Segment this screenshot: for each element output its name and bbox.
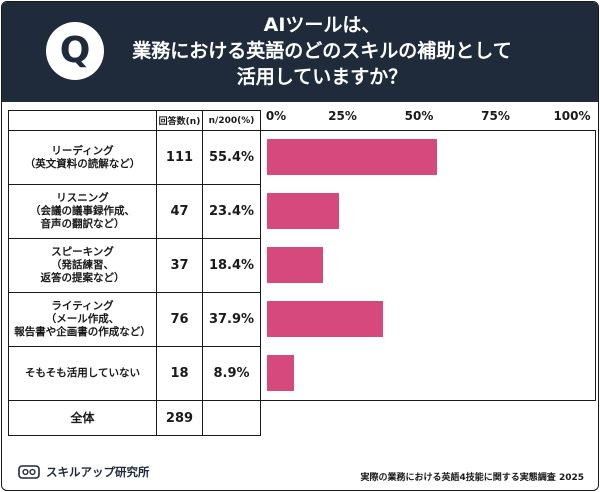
category-label-line: （会議の議事録作成、: [30, 205, 135, 217]
percent-value: 8.9%: [202, 346, 261, 401]
percent-value: 37.9%: [202, 292, 261, 347]
category-label-line: スピーキング: [51, 246, 114, 258]
count-value: 37: [156, 238, 203, 293]
total-label: 全体: [8, 400, 157, 436]
category-label: そもそも活用していない: [8, 346, 157, 401]
category-label: リスニング （会議の議事録作成、 音声の翻訳など）: [8, 184, 157, 239]
category-label: リーディング （英文資料の読解など）: [8, 130, 157, 185]
brand-logo: スキルアップ研究所: [18, 464, 150, 480]
count-value: 76: [156, 292, 203, 347]
category-label-line: リスニング: [56, 192, 109, 204]
bar: [267, 247, 324, 283]
x-tick-label: 75%: [481, 109, 510, 123]
question-header: Q AIツールは、 業務における英語のどのスキルの補助として 活用していますか？: [2, 2, 598, 102]
bar: [267, 139, 437, 175]
q-badge: Q: [46, 22, 104, 80]
count-value: 111: [156, 130, 203, 185]
category-label-line: 返答の提案など）: [40, 272, 125, 284]
question-line: 業務における英語のどのスキルの補助として: [132, 40, 512, 62]
percent-value: 55.4%: [202, 130, 261, 185]
category-label-line: （発話練習、: [51, 259, 114, 271]
bar: [267, 355, 295, 391]
q-letter: Q: [59, 30, 91, 71]
category-label: ライティング （メール作成、 報告書や企画書の作成など）: [8, 292, 157, 347]
category-label-line: そもそも活用していない: [25, 367, 140, 379]
x-tick-label: 25%: [328, 109, 357, 123]
x-tick-label: 50%: [404, 109, 434, 123]
bar-chart-area: [260, 130, 596, 401]
total-percent-empty: [202, 400, 261, 436]
x-tick-label: 0%: [265, 109, 287, 123]
category-label-line: ライティング: [51, 300, 114, 312]
percent-value: 18.4%: [202, 238, 261, 293]
count-value: 18: [156, 346, 203, 401]
category-label-line: 音声の翻訳など）: [40, 218, 125, 230]
results-table: 回答数(n) n/200(%) 0% 25% 50% 75% 100% リーディング （英文資料…: [8, 109, 596, 456]
total-count: 289: [156, 400, 203, 436]
category-label-line: 報告書や企画書の作成など）: [14, 326, 151, 338]
count-value: 47: [156, 184, 203, 239]
header-blank-cell: [8, 110, 157, 131]
category-label-line: （メール作成、: [45, 313, 120, 325]
bar: [267, 301, 383, 337]
brand-icon: [18, 465, 40, 479]
brand-name: スキルアップ研究所: [46, 465, 150, 479]
question-line: 活用していますか？: [236, 66, 408, 88]
category-label-line: （英文資料の読解など）: [24, 157, 141, 170]
question-line: AIツールは、: [263, 14, 381, 36]
survey-source: 実際の業務における英語4技能に関する実態調査 2025: [360, 473, 584, 483]
count-column-header: 回答数(n): [156, 110, 203, 131]
category-label-line: リーディング: [51, 144, 114, 157]
x-tick-label: 100%: [553, 109, 591, 123]
percent-value: 23.4%: [202, 184, 261, 239]
bar: [267, 193, 339, 229]
percent-column-header: n/200(%): [202, 110, 261, 131]
question-title: AIツールは、 業務における英語のどのスキルの補助として 活用していますか？: [112, 12, 532, 90]
category-label: スピーキング （発話練習、 返答の提案など）: [8, 238, 157, 293]
